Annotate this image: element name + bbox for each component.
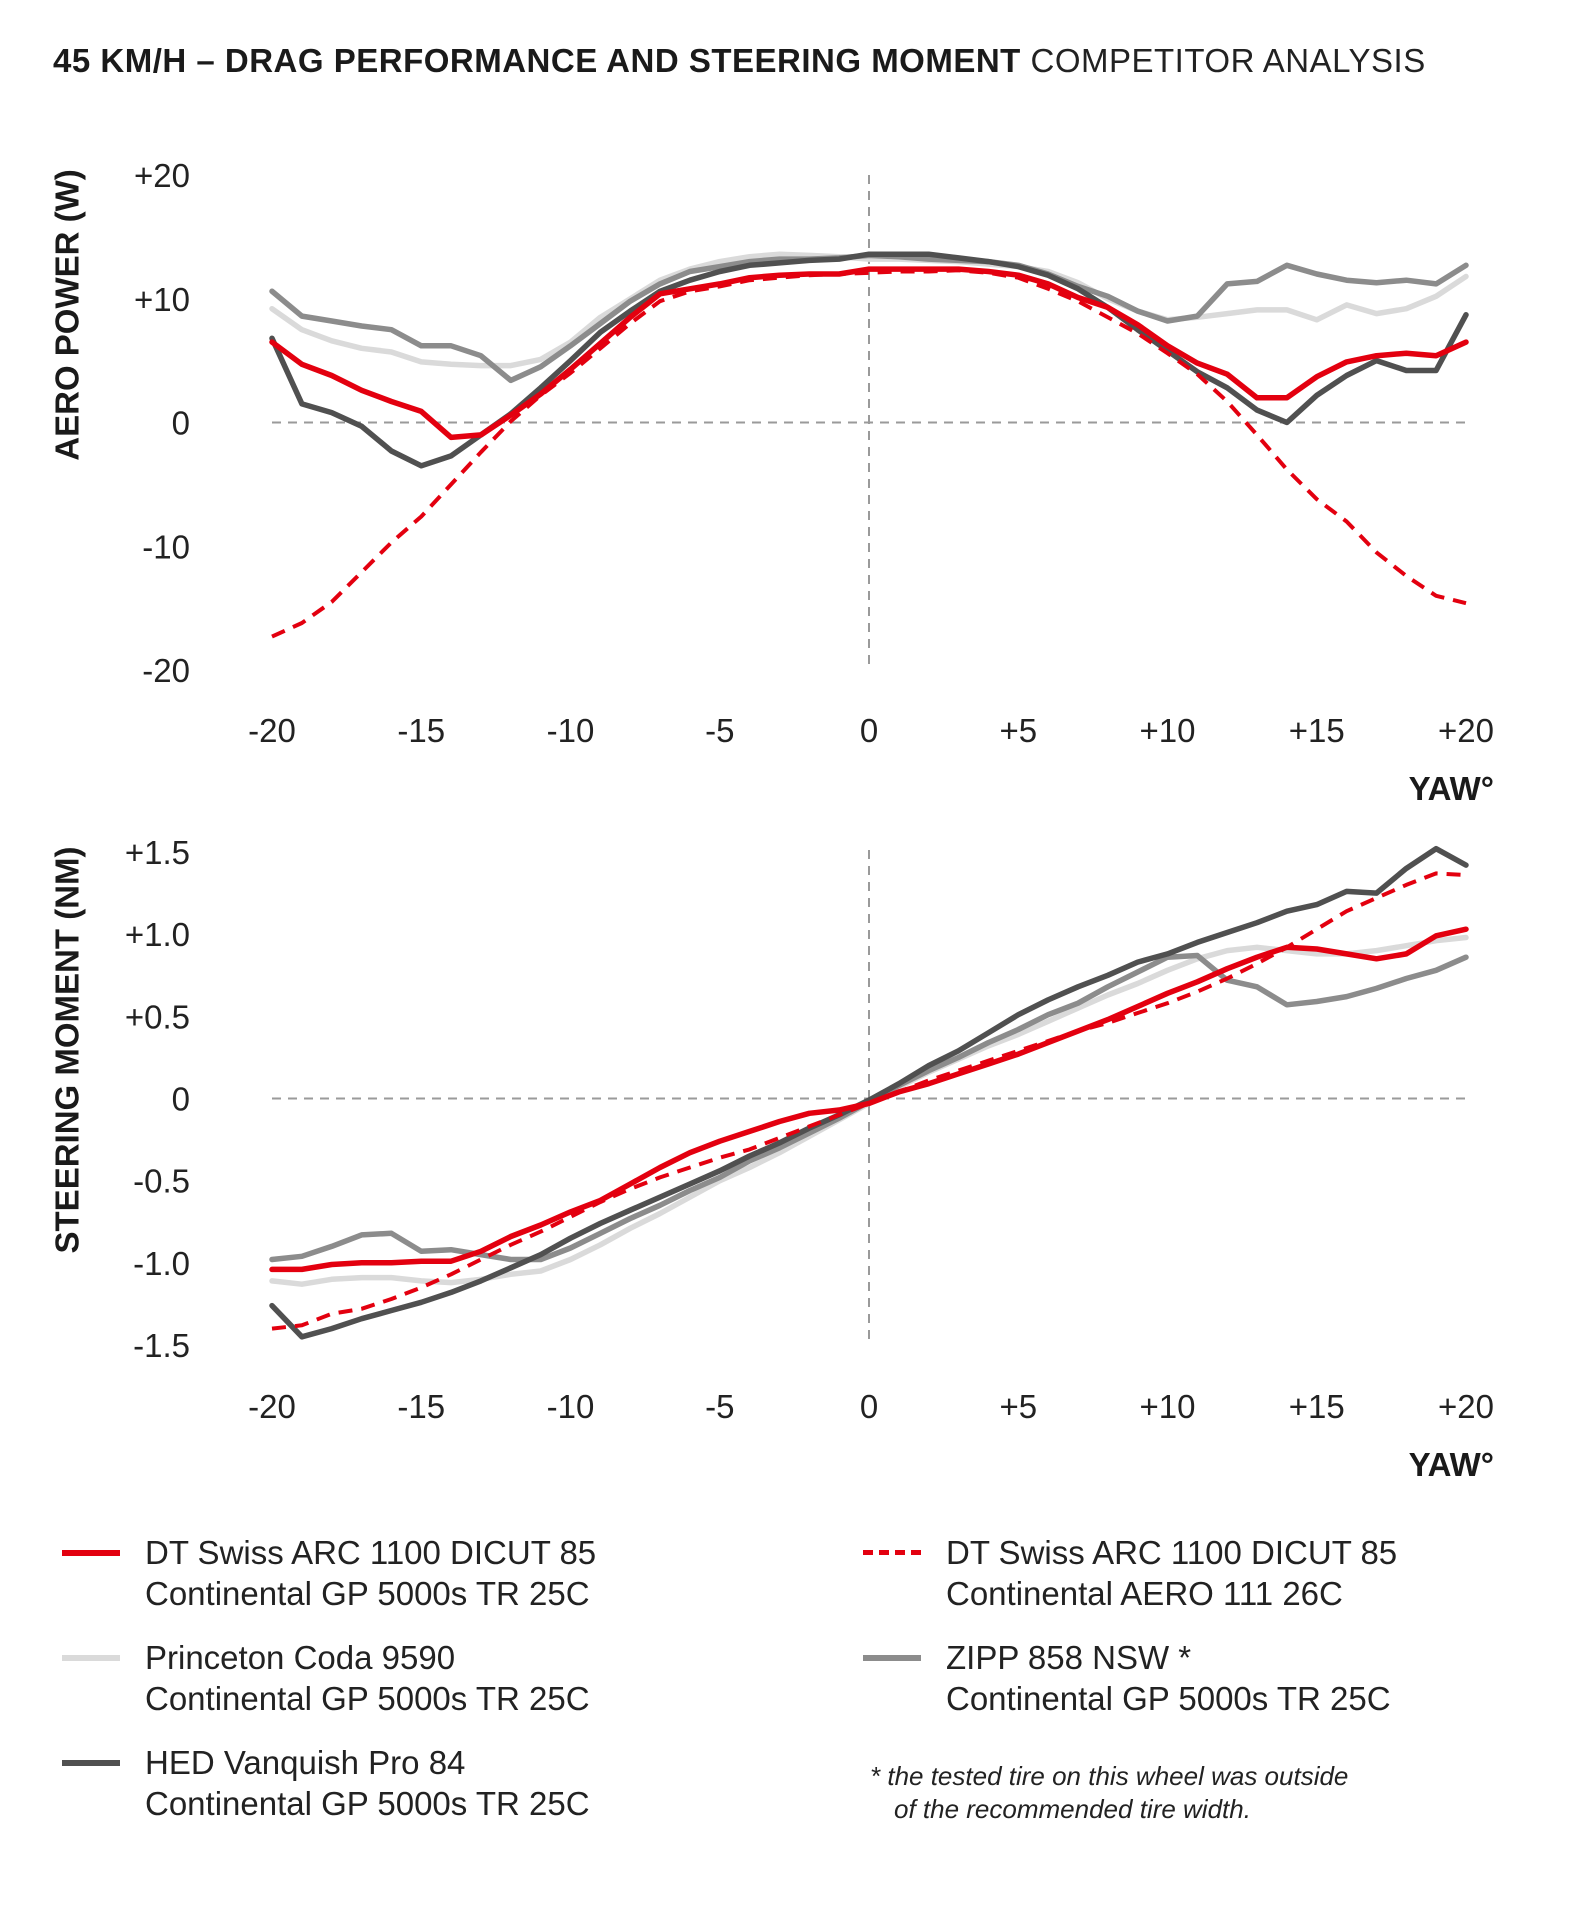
footnote: * the tested tire on this wheel was outs… — [870, 1760, 1348, 1826]
aero-power-chart: +20 +10 0 -10 -20 -20 -15 -10 -5 0 +5 +10 +15 +20 YAW°… — [49, 157, 1494, 807]
series-line-dt_aero111 — [271, 871, 1467, 1331]
x-tick-label: 0 — [860, 1388, 878, 1425]
x-tick-label: -20 — [248, 1388, 296, 1425]
y-tick-label: +1.0 — [125, 916, 190, 953]
y-tick-label: -1.5 — [133, 1327, 190, 1364]
y-tick-label: -20 — [142, 652, 190, 689]
y-tick-label: +20 — [134, 157, 190, 194]
series-line-hed — [269, 251, 1469, 469]
x-axis-label: YAW° — [1409, 1446, 1494, 1483]
x-tick-label: 0 — [860, 712, 878, 749]
series-line-dt_gp5000 — [269, 926, 1469, 1273]
y-tick-label: 0 — [172, 405, 190, 442]
steering-moment-chart: +1.5 +1.0 +0.5 0 -0.5 -1.0 -1.5 -20 -15 -10 -5 0 +5 +… — [49, 834, 1494, 1483]
y-tick-label: +10 — [134, 281, 190, 318]
y-tick-label: -0.5 — [133, 1163, 190, 1200]
footnote-line2: of the recommended tire width. — [894, 1794, 1251, 1824]
x-tick-label: +20 — [1438, 1388, 1494, 1425]
x-tick-label: +10 — [1140, 1388, 1196, 1425]
y-tick-label: +1.5 — [125, 834, 190, 871]
series-line-princeton — [269, 251, 1469, 369]
x-tick-label: +15 — [1289, 1388, 1345, 1425]
y-axis-label: STEERING MOMENT (NM) — [49, 847, 86, 1254]
chart-title-bold: 45 KM/H – DRAG PERFORMANCE AND STEERING … — [53, 42, 1021, 79]
x-tick-label: +5 — [999, 712, 1037, 749]
x-tick-label: +20 — [1438, 712, 1494, 749]
x-tick-label: +5 — [999, 1388, 1037, 1425]
y-tick-label: -1.0 — [133, 1245, 190, 1282]
x-axis-label: YAW° — [1409, 770, 1494, 807]
x-tick-label: -10 — [547, 712, 595, 749]
x-tick-label: -5 — [705, 1388, 734, 1425]
y-axis-label: AERO POWER (W) — [49, 169, 86, 460]
series-line-hed — [269, 845, 1469, 1340]
x-tick-label: -10 — [547, 1388, 595, 1425]
y-tick-label: -10 — [142, 528, 190, 565]
series-line-dt_aero111 — [271, 268, 1467, 639]
x-tick-label: +15 — [1289, 712, 1345, 749]
y-tick-label: +0.5 — [125, 998, 190, 1035]
x-tick-label: -15 — [397, 712, 445, 749]
x-tick-label: +10 — [1140, 712, 1196, 749]
chart-title: 45 KM/H – DRAG PERFORMANCE AND STEERING … — [53, 42, 1426, 80]
x-tick-label: -20 — [248, 712, 296, 749]
series-line-dt_gp5000 — [269, 266, 1469, 441]
footnote-line1: * the tested tire on this wheel was outs… — [870, 1761, 1349, 1791]
x-tick-label: -15 — [397, 1388, 445, 1425]
x-tick-label: -5 — [705, 712, 734, 749]
chart-title-light: COMPETITOR ANALYSIS — [1030, 42, 1426, 79]
y-tick-label: 0 — [172, 1081, 190, 1118]
